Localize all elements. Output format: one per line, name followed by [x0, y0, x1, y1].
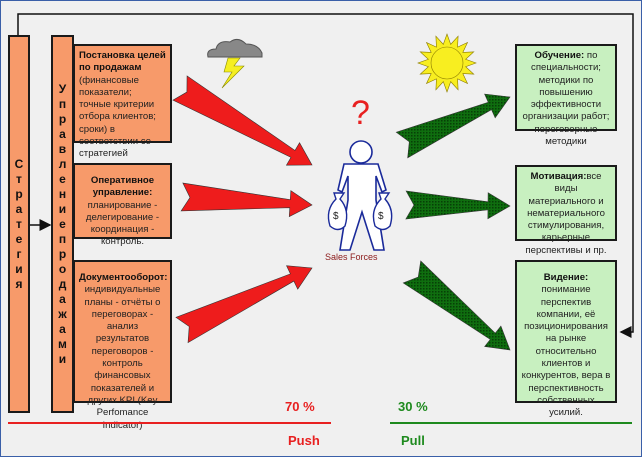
sales-forces-label: Sales Forces: [325, 252, 378, 262]
push-box-title: Постановка целей по продажам: [79, 50, 166, 74]
sales-management-label: Управление продажами: [58, 81, 67, 366]
push-box-goals: Постановка целей по продажам (финансовые…: [73, 44, 172, 172]
pull-line: [390, 422, 632, 424]
pull-arrow: [395, 93, 511, 159]
pull-arrow: [402, 260, 511, 351]
push-box-documents: Документооборот: индивидуальные планы - о…: [73, 260, 172, 431]
pull-box-vision: Видение: понимание перспектив компании, е…: [515, 260, 617, 418]
push-box-title: Документооборот:: [79, 272, 168, 283]
pull-box-title: Мотивация:: [530, 171, 587, 182]
pull-box-text: по специальности; методики по повышению …: [522, 50, 610, 148]
push-arrow: [180, 182, 313, 218]
push-box-text: индивидуальные планы - отчёты о перегово…: [84, 284, 161, 431]
push-box-operations: Оперативное управление: планирование - де…: [73, 163, 172, 247]
push-arrow: [175, 265, 313, 344]
sales-management-bar: Управление продажами: [51, 35, 74, 413]
sun-icon: [417, 33, 477, 93]
storm-cloud-icon: [207, 38, 263, 89]
pull-box-motivation: Мотивация:все виды материального и немат…: [515, 165, 617, 256]
push-box-title: Оперативное управление:: [90, 175, 155, 199]
pull-box-training: Обучение: по специальности; методики по …: [515, 44, 617, 147]
push-percent: 70 %: [285, 399, 315, 414]
push-label: Push: [288, 433, 320, 448]
feedback-connector: [17, 13, 634, 338]
person-icon: [337, 140, 387, 251]
pull-label: Pull: [401, 433, 425, 448]
pull-box-text: понимание перспектив компании, её позици…: [521, 284, 611, 419]
question-mark: ?: [351, 94, 370, 132]
pull-box-title: Обучение:: [534, 50, 585, 61]
push-box-text: планирование - делегирование - координац…: [85, 199, 160, 248]
pull-percent: 30 %: [398, 399, 428, 414]
svg-text:$: $: [378, 211, 384, 222]
strategy-label: Стратегия: [14, 156, 24, 291]
push-arrow: [172, 75, 313, 166]
pull-box-title: Видение:: [543, 272, 589, 283]
push-line: [8, 422, 331, 424]
svg-text:$: $: [333, 211, 339, 222]
strategy-bar: Стратегия: [8, 35, 30, 413]
pull-box-text: все виды материального и нематериального…: [525, 171, 607, 256]
sun-disc: [430, 46, 464, 80]
money-bag-icon: $ $: [327, 192, 393, 231]
pull-arrow: [405, 190, 511, 220]
